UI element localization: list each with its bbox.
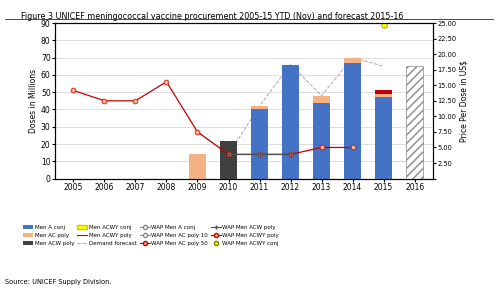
Bar bbox=[375, 94, 392, 97]
Bar bbox=[406, 66, 423, 179]
WAP Men AC poly 50 bbox=[132, 99, 138, 103]
Demand forecast bbox=[287, 63, 293, 66]
Bar bbox=[313, 96, 330, 103]
Legend: Men A conj, Men AC poly, Men ACW poly, Men ACWY conj, Men ACWY poly, Demand fore: Men A conj, Men AC poly, Men ACW poly, M… bbox=[23, 225, 279, 246]
Bar bbox=[344, 63, 361, 179]
Demand forecast bbox=[319, 94, 325, 97]
Bar bbox=[220, 141, 237, 179]
WAP Men AC poly 50 bbox=[102, 99, 108, 103]
WAP Men AC poly 50 bbox=[350, 146, 356, 149]
WAP Men ACW poly bbox=[226, 153, 232, 156]
Bar bbox=[251, 106, 268, 109]
Bar bbox=[375, 90, 392, 94]
Demand forecast bbox=[380, 65, 386, 68]
WAP Men AC poly 50 bbox=[226, 153, 232, 156]
Demand forecast bbox=[226, 153, 232, 156]
WAP Men AC poly 50 bbox=[163, 80, 169, 84]
Bar bbox=[313, 103, 330, 179]
WAP Men AC poly 50 bbox=[256, 153, 262, 156]
Y-axis label: Price Per Dose in US$: Price Per Dose in US$ bbox=[459, 60, 468, 142]
WAP Men AC poly 50 bbox=[319, 146, 325, 149]
Demand forecast bbox=[195, 130, 201, 134]
Demand forecast bbox=[256, 104, 262, 108]
Line: WAP Men AC poly 50: WAP Men AC poly 50 bbox=[71, 79, 355, 157]
Bar bbox=[282, 65, 299, 179]
Text: Figure 3 UNICEF meningococcal vaccine procurement 2005-15 YTD (Nov) and forecast: Figure 3 UNICEF meningococcal vaccine pr… bbox=[21, 12, 403, 21]
Y-axis label: Doses in Millions: Doses in Millions bbox=[29, 69, 38, 133]
Bar bbox=[344, 58, 361, 63]
Line: WAP Men ACW poly: WAP Men ACW poly bbox=[226, 151, 293, 157]
Text: Source: UNICEF Supply Division.: Source: UNICEF Supply Division. bbox=[5, 279, 112, 285]
Bar bbox=[251, 109, 268, 179]
WAP Men AC poly 50 bbox=[287, 153, 293, 156]
WAP Men ACW poly bbox=[256, 153, 262, 156]
WAP Men AC poly 50 bbox=[70, 89, 76, 92]
Demand forecast bbox=[350, 56, 356, 59]
WAP Men ACW poly bbox=[287, 153, 293, 156]
Line: Demand forecast: Demand forecast bbox=[198, 58, 383, 154]
Bar bbox=[375, 97, 392, 179]
WAP Men AC poly 50 bbox=[195, 130, 201, 134]
Bar bbox=[189, 154, 206, 179]
